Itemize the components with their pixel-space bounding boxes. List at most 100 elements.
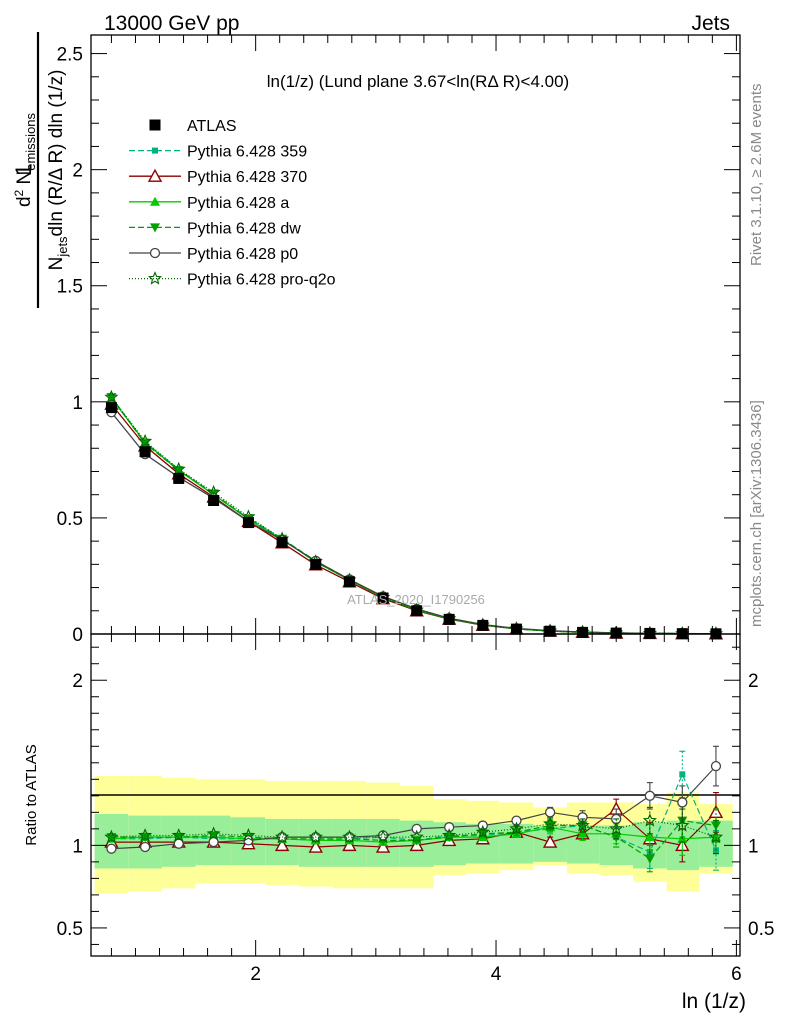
point-atlas-7 — [343, 576, 355, 588]
ratio-point-pp0-9 — [411, 823, 422, 835]
point-atlas-12 — [510, 623, 522, 635]
legend-marker-pa — [150, 196, 160, 206]
ratio-y-tick-label-right: 0.5 — [748, 919, 774, 940]
ratio-point-pq2o-14 — [575, 818, 590, 832]
legend-marker-pdw — [150, 223, 160, 233]
header-left: 13000 GeV pp — [104, 12, 239, 35]
point-pdw-2 — [173, 466, 184, 476]
svg-text:d2 Nemissions: d2 Nemissions — [12, 112, 38, 207]
svg-text:Njetsdln (R/Δ R) dln (1/z): Njetsdln (R/Δ R) dln (1/z) — [46, 70, 70, 271]
ratio-point-pq2o-8 — [375, 829, 391, 844]
ratio-point-pp0-2 — [173, 838, 184, 849]
ratio-point-pdw-16 — [644, 854, 655, 864]
ratio-point-pdw-15 — [611, 833, 622, 843]
legend-marker-atlas — [149, 119, 161, 131]
point-atlas-0 — [105, 402, 117, 414]
point-atlas-6 — [310, 558, 322, 570]
ratio-point-pq2o-10 — [442, 828, 457, 842]
ratio-point-pp0-13 — [544, 807, 556, 818]
ratio-point-pp0-17 — [677, 797, 688, 808]
ratio-point-pp0-4 — [243, 835, 254, 846]
point-atlas-1 — [139, 446, 151, 458]
ratio-point-p370-13 — [542, 834, 558, 848]
legend-label-pdw: Pythia 6.428 dw — [187, 220, 301, 237]
x-tick-label: 4 — [491, 964, 502, 985]
ratio-point-pp0-0 — [106, 843, 117, 854]
legend-label-p370: Pythia 6.428 370 — [187, 169, 307, 186]
header-right: Jets — [691, 12, 730, 35]
main-panel-title: ln(1/z) (Lund plane 3.67<ln(RΔ R)<4.00) — [267, 72, 569, 91]
x-axis-title: ln (1/z) — [682, 990, 746, 1013]
ratio-point-pq2o-18 — [708, 829, 724, 844]
ratio-point-pq2o-3 — [206, 826, 221, 840]
legend: ATLAS Pythia 6.428 359 Pythia 6.428 370 Pyt… — [129, 118, 336, 289]
ratio-point-pp0-16 — [644, 790, 656, 801]
ratio-point-pq2o-12 — [509, 821, 524, 835]
ratio-y-tick-label-right: 1 — [748, 836, 759, 857]
x-tick-label: 2 — [250, 964, 261, 985]
point-atlas-8 — [377, 592, 389, 604]
ratio-point-pq2o-15 — [609, 821, 624, 835]
legend-label-atlas: ATLAS — [187, 118, 237, 135]
ratio-point-pq2o-13 — [543, 816, 558, 830]
point-atlas-11 — [477, 619, 489, 631]
legend-marker-p370 — [147, 168, 163, 182]
ratio-y-tick-label-right: 2 — [748, 671, 759, 692]
ratio-y-tick-label: 0.5 — [57, 919, 83, 940]
ratio-point-pp0-18 — [710, 760, 722, 772]
ratio-point-pq2o-6 — [308, 829, 323, 844]
ratio-point-pp0-3 — [208, 836, 219, 848]
ratio-y-tick-label: 2 — [72, 671, 83, 692]
legend-label-p359: Pythia 6.428 359 — [187, 144, 307, 161]
ratio-point-pa-14 — [577, 828, 588, 838]
ratio-point-pq2o-11 — [475, 824, 490, 839]
ratio-point-pq2o-17 — [675, 818, 690, 832]
legend-marker-pq2o — [147, 271, 163, 285]
ratio-point-p370-6 — [308, 839, 323, 853]
ratio-point-p370-7 — [342, 837, 357, 852]
ratio-plot-marks — [104, 745, 724, 873]
ratio-point-pq2o-1 — [138, 828, 153, 842]
y-tick-label: 2.5 — [57, 45, 83, 66]
point-atlas-4 — [242, 517, 254, 529]
main-axes: 0 0.5 1 1.5 2 2.5 — [57, 35, 740, 646]
ratio-point-pa-16 — [644, 832, 655, 842]
point-atlas-3 — [208, 495, 220, 507]
y-tick-label: 0 — [72, 625, 83, 646]
y-tick-label: 1 — [72, 393, 83, 414]
legend-label-pp0: Pythia 6.428 p0 — [187, 246, 298, 263]
ratio-point-p370-8 — [375, 839, 391, 853]
ratio-point-p370-5 — [274, 837, 290, 852]
watermark: ATLAS_2020_I1790256 — [347, 592, 485, 607]
ratio-point-pq2o-4 — [241, 828, 256, 842]
x-tick-label: 6 — [731, 964, 742, 985]
point-atlas-10 — [443, 613, 455, 625]
legend-label-pq2o: Pythia 6.428 pro-q2o — [187, 272, 336, 289]
ratio-panel: 0.5 0.5 1 1 2 2 2 4 6 Ratio to ATLAS ln (1/z) — [23, 633, 774, 1013]
svg-text:1: 1 — [11, 164, 36, 176]
legend-marker-p359 — [152, 147, 158, 154]
point-atlas-2 — [173, 472, 185, 484]
rivet-version-text: Rivet 3.1.10, ≥ 2.6M events — [748, 84, 765, 267]
ratio-frame — [90, 633, 741, 957]
y-tick-label: 0.5 — [57, 509, 83, 530]
ratio-point-pp0-1 — [139, 841, 151, 853]
series-line-pq2o — [110, 396, 717, 635]
ratio-point-pq2o-9 — [409, 829, 424, 844]
point-pq2o-0 — [104, 389, 119, 404]
main-y-axis-title: 1 d2 Nemissions Njetsdln (R/Δ R) dln (1/… — [11, 32, 70, 308]
y-tick-label: 1.5 — [57, 277, 83, 298]
point-pq2o-2 — [171, 461, 186, 476]
point-pq2o-1 — [138, 433, 153, 448]
y-tick-label: 2 — [72, 161, 83, 182]
main-panel: 0 0.5 1 1.5 2 2.5 ln(1/z) (Lund plane 3.67<ln… — [57, 34, 741, 646]
ratio-point-pp0-10 — [444, 822, 455, 833]
ratio-axes: 0.5 0.5 1 1 2 2 2 4 6 — [57, 634, 774, 985]
point-atlas-5 — [276, 536, 288, 548]
ratio-point-pp0-14 — [577, 812, 588, 823]
legend-label-pa: Pythia 6.428 a — [187, 195, 289, 212]
ratio-y-tick-label: 1 — [72, 836, 83, 857]
ratio-y-axis-title: Ratio to ATLAS — [23, 744, 40, 845]
ratio-point-pq2o-5 — [275, 829, 290, 844]
legend-marker-pp0 — [149, 247, 161, 259]
